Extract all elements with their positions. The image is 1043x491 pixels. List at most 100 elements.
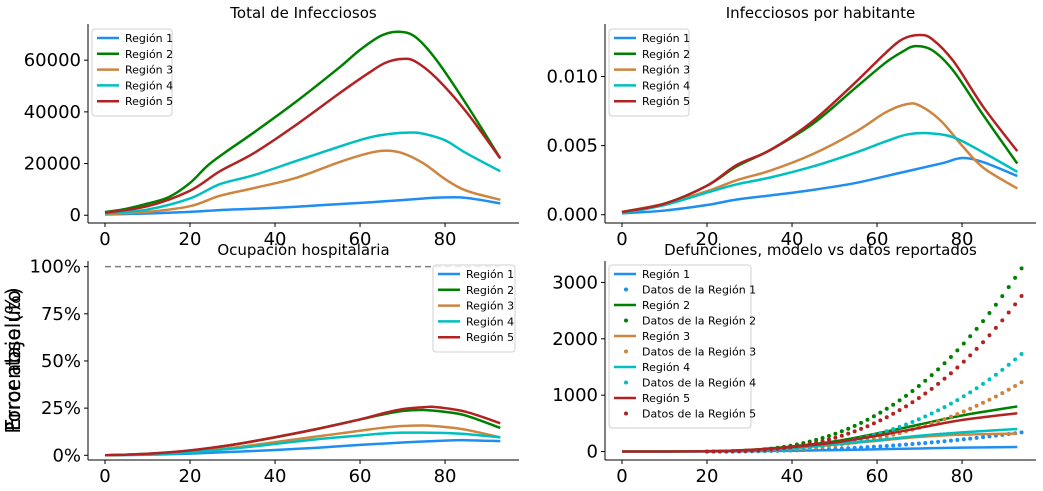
data-point bbox=[961, 359, 966, 364]
y-tick-label: 40000 bbox=[24, 102, 81, 123]
data-point bbox=[1013, 302, 1018, 307]
y-tick-label: 0 bbox=[70, 205, 81, 226]
legend-frame bbox=[432, 264, 516, 353]
data-point bbox=[878, 444, 883, 449]
data-point bbox=[1019, 430, 1024, 435]
y-tick-label: 60000 bbox=[24, 50, 81, 71]
panel-title: Total de Infecciosos bbox=[229, 4, 377, 22]
data-point bbox=[891, 402, 896, 407]
legend-label: Región 1 bbox=[466, 268, 514, 281]
y-tick-label: 2000 bbox=[552, 329, 598, 350]
data-point bbox=[910, 419, 915, 424]
x-tick-label: 80 bbox=[434, 229, 457, 250]
x-tick-label: 0 bbox=[616, 466, 627, 487]
data-point bbox=[794, 444, 799, 449]
y-tick-label: 0% bbox=[52, 445, 81, 466]
data-point bbox=[820, 435, 825, 440]
data-point bbox=[987, 311, 992, 316]
series-line bbox=[104, 131, 501, 215]
data-point bbox=[801, 443, 806, 448]
series-line bbox=[104, 30, 502, 214]
data-point bbox=[904, 422, 909, 427]
data-point bbox=[942, 417, 947, 422]
data-point bbox=[942, 361, 947, 366]
data-point bbox=[749, 448, 754, 453]
data-point bbox=[839, 446, 844, 451]
panel-p3: Ocupación hospitalaria Porcentaje (%) 0 20 4… bbox=[1, 241, 519, 487]
data-point bbox=[839, 433, 844, 438]
data-point bbox=[826, 447, 831, 452]
data-point bbox=[987, 397, 992, 402]
x-tick-label: 80 bbox=[951, 466, 974, 487]
data-point bbox=[871, 414, 876, 419]
x-tick-label: 80 bbox=[434, 466, 457, 487]
legend-frame bbox=[91, 28, 173, 117]
legend-label: Región 4 bbox=[642, 79, 690, 92]
data-point bbox=[916, 396, 921, 401]
y-axis-label: Error absoluto bbox=[1, 290, 25, 431]
legend-marker bbox=[624, 287, 628, 292]
x-tick-label: 0 bbox=[99, 466, 110, 487]
panel-title: Infecciosos por habitante bbox=[726, 4, 916, 22]
legend-label: Datos de la Región 1 bbox=[642, 284, 756, 297]
data-point bbox=[1006, 285, 1011, 290]
data-point bbox=[993, 302, 998, 307]
data-point bbox=[936, 439, 941, 444]
data-point bbox=[916, 417, 921, 422]
data-point bbox=[833, 431, 838, 436]
data-point bbox=[904, 404, 909, 409]
data-point bbox=[833, 435, 838, 440]
legend-label: Región 5 bbox=[125, 95, 173, 108]
data-point bbox=[942, 376, 947, 381]
data-point bbox=[987, 333, 992, 338]
legend-label: Región 4 bbox=[642, 361, 690, 374]
data-point bbox=[897, 408, 902, 413]
y-tick-label: 75% bbox=[41, 304, 81, 325]
data-point bbox=[1000, 318, 1005, 323]
data-point bbox=[814, 440, 819, 445]
data-point bbox=[1013, 383, 1018, 388]
series-line bbox=[104, 149, 501, 216]
data-point bbox=[820, 439, 825, 444]
x-tick-label: 60 bbox=[349, 466, 372, 487]
data-point bbox=[981, 340, 986, 345]
y-tick-label: 1000 bbox=[552, 385, 598, 406]
data-point bbox=[936, 408, 941, 413]
data-point bbox=[891, 443, 896, 448]
data-point bbox=[981, 435, 986, 440]
panel-title: Defunciones, modelo vs datos reportados bbox=[664, 241, 977, 259]
legend-frame bbox=[608, 28, 690, 117]
y-tick-label: 0 bbox=[587, 442, 598, 463]
data-point bbox=[884, 443, 889, 448]
data-point bbox=[884, 429, 889, 434]
data-point bbox=[929, 440, 934, 445]
x-tick-label: 20 bbox=[179, 229, 202, 250]
data-point bbox=[993, 325, 998, 330]
legend-label: Región 1 bbox=[642, 268, 690, 281]
legend-label: Región 3 bbox=[642, 64, 690, 77]
data-point bbox=[961, 394, 966, 399]
panel-p1: Total de Infecciosos 0 20 40 60 80 0 20000 40000… bbox=[24, 4, 519, 250]
y-tick-label: 0.000 bbox=[546, 205, 598, 226]
data-point bbox=[987, 434, 992, 439]
data-point bbox=[730, 449, 735, 454]
data-point bbox=[724, 449, 729, 454]
data-point bbox=[961, 409, 966, 414]
data-point bbox=[814, 437, 819, 442]
data-point bbox=[916, 441, 921, 446]
legend-label: Región 3 bbox=[125, 64, 173, 77]
data-point bbox=[775, 446, 780, 451]
data-point bbox=[1000, 391, 1005, 396]
legend-label: Datos de la Región 4 bbox=[642, 377, 756, 390]
series-line bbox=[104, 431, 501, 457]
series-line bbox=[104, 57, 502, 214]
legend-label: Región 3 bbox=[466, 300, 514, 313]
data-point bbox=[916, 383, 921, 388]
data-point bbox=[942, 405, 947, 410]
data-point bbox=[846, 446, 851, 451]
data-point bbox=[942, 439, 947, 444]
data-point bbox=[955, 365, 960, 370]
y-tick-label: 100% bbox=[30, 257, 81, 278]
data-point bbox=[884, 415, 889, 420]
